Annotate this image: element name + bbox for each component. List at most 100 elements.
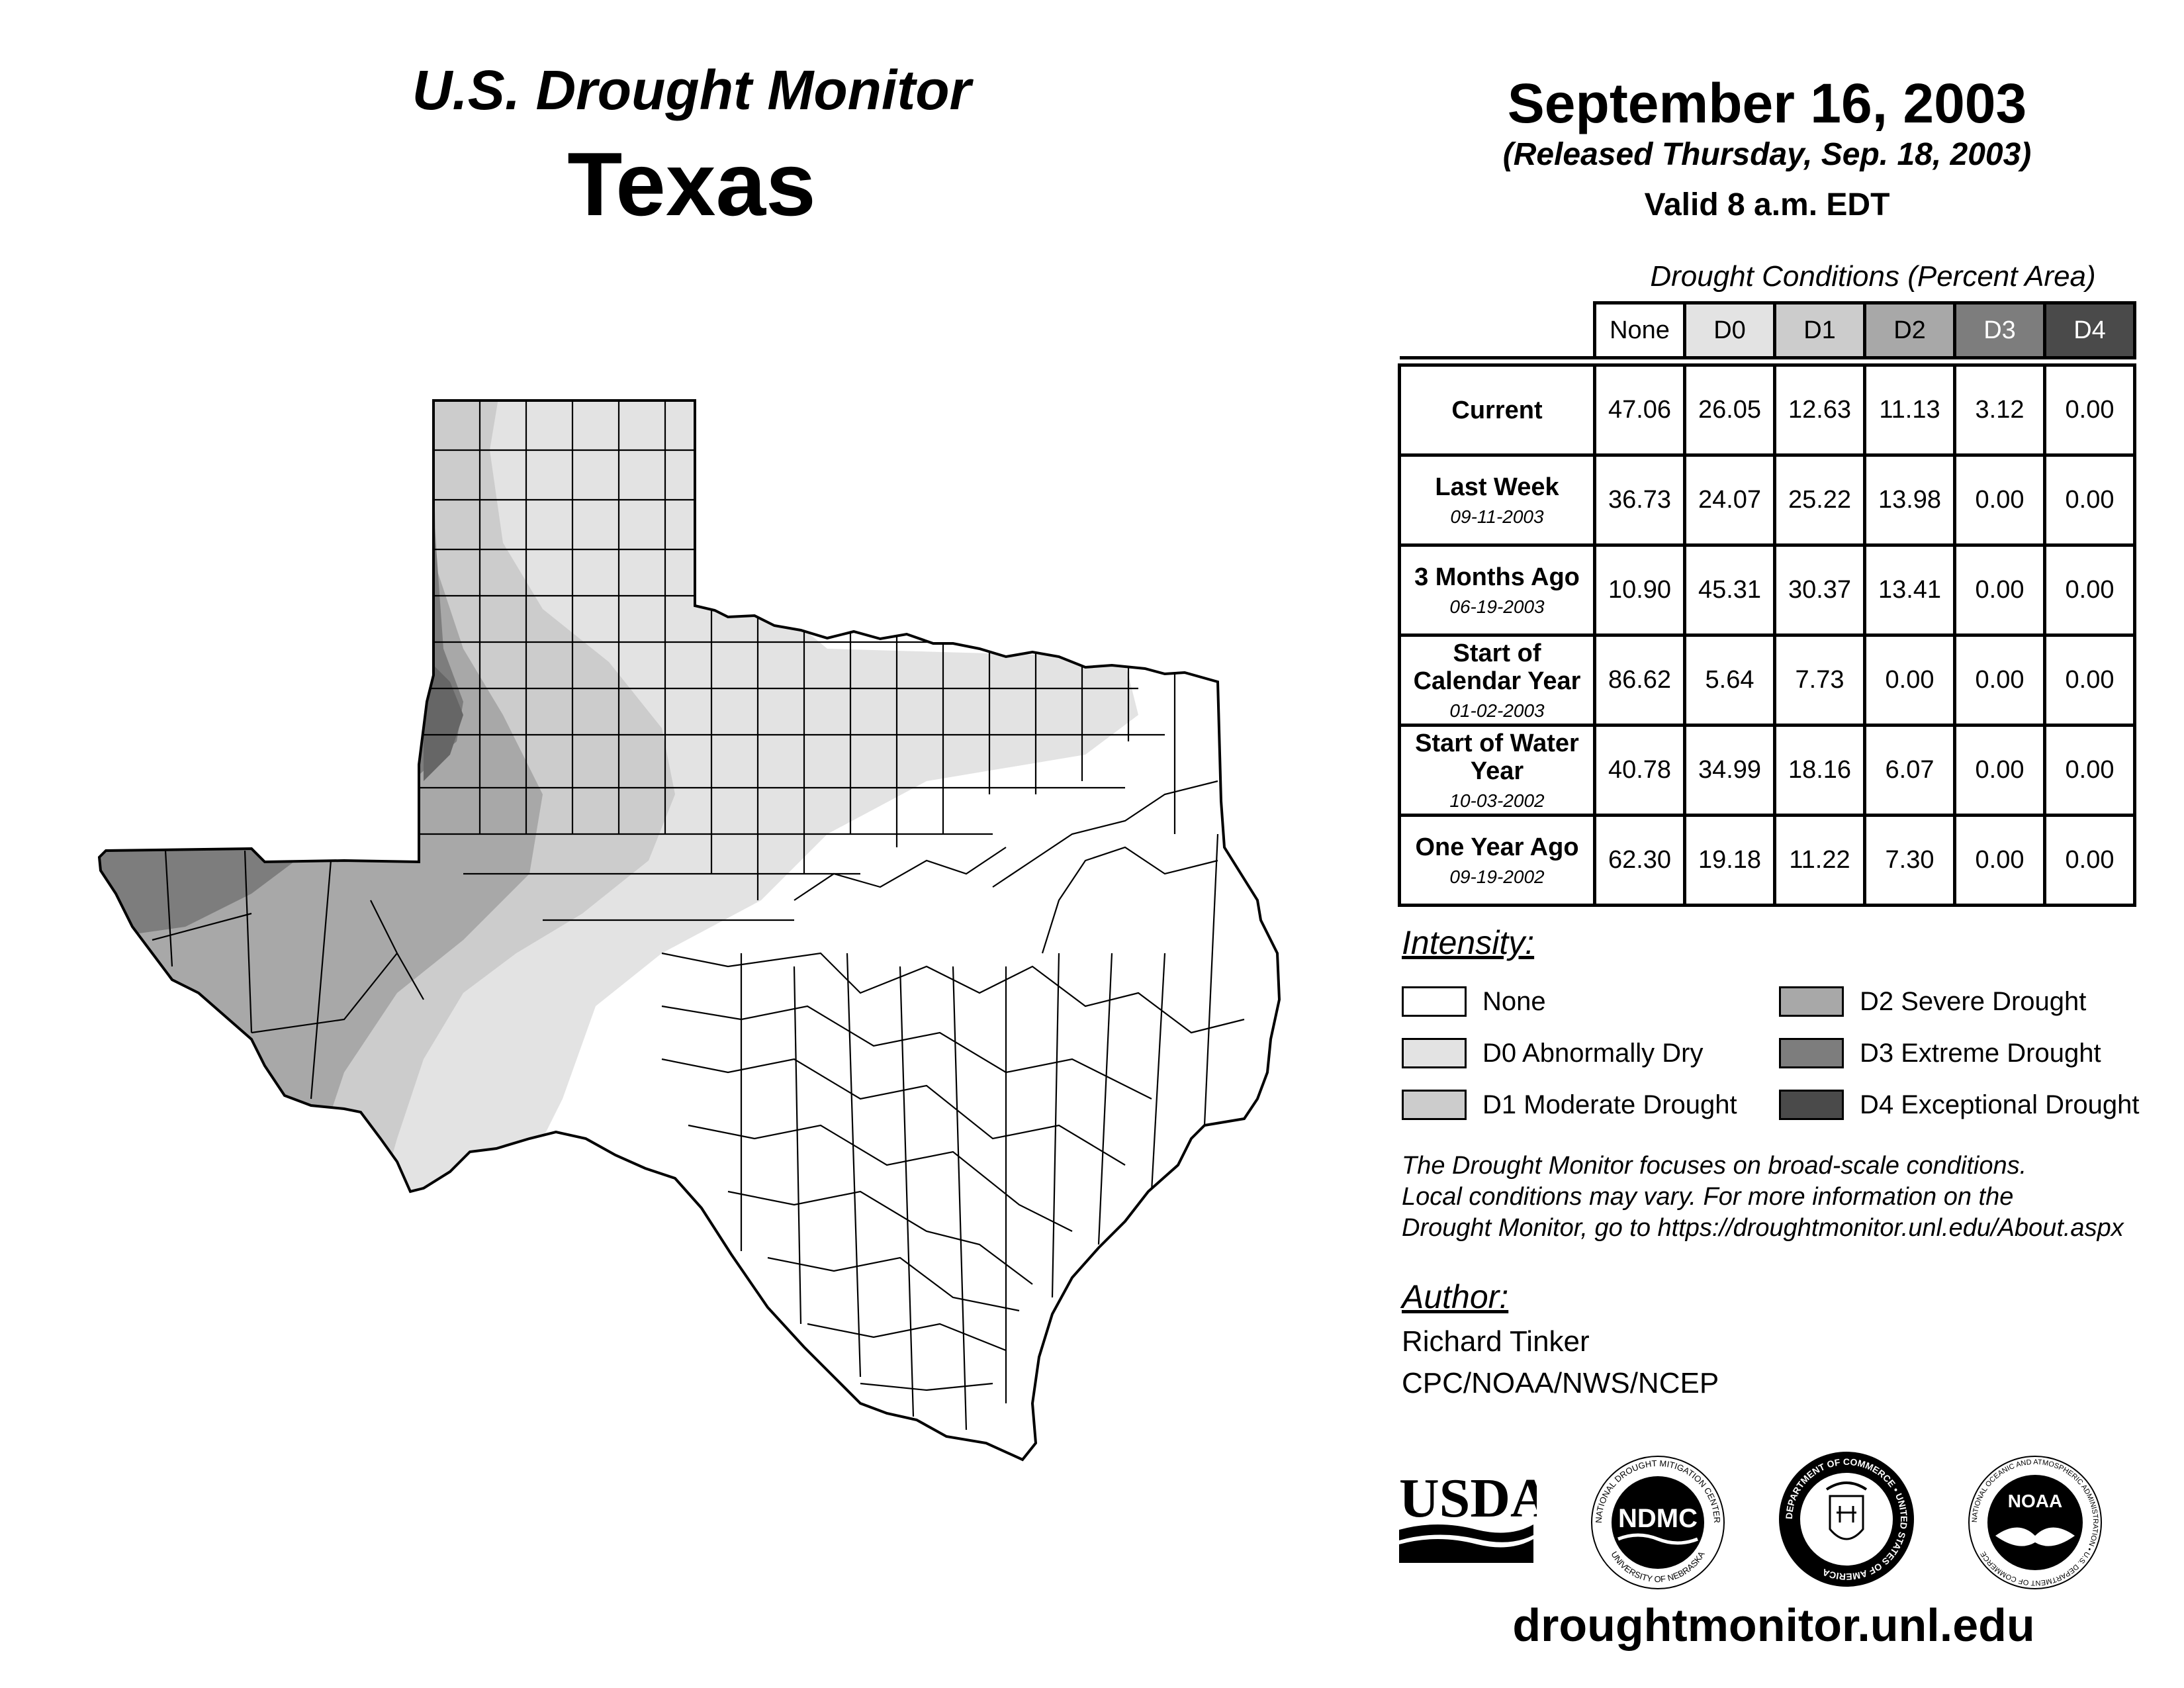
ndmc-logo-text: NDMC bbox=[1618, 1504, 1698, 1533]
drought-conditions-table: None D0 D1 D2 D3 D4 Current 47.06 26.05 12.… bbox=[1398, 301, 2136, 907]
legend-swatch-d4 bbox=[1779, 1090, 1844, 1120]
disclaimer-note: The Drought Monitor focuses on broad-sca… bbox=[1402, 1150, 2183, 1244]
table-cell: 11.13 bbox=[1863, 363, 1956, 457]
table-cell: 19.18 bbox=[1683, 814, 1776, 907]
ndmc-inner-disc bbox=[1612, 1476, 1704, 1569]
table-header-row: None D0 D1 D2 D3 D4 bbox=[1399, 301, 2136, 359]
doc-inner-disc bbox=[1800, 1473, 1893, 1566]
author-heading: Author: bbox=[1402, 1278, 1509, 1315]
doc-seal-logo: DEPARTMENT OF COMMERCE • UNITED STATES O… bbox=[1779, 1452, 1914, 1587]
row-label-cell: 3 Months Ago 06-19-2003 bbox=[1398, 543, 1596, 637]
author-org: CPC/NOAA/NWS/NCEP bbox=[1402, 1367, 1719, 1399]
row-date: 09-19-2002 bbox=[1449, 866, 1545, 887]
table-cell: 24.07 bbox=[1683, 453, 1776, 547]
legend-swatch-d3 bbox=[1779, 1038, 1844, 1068]
noaa-logo: NATIONAL OCEANIC AND ATMOSPHERIC ADMINIS… bbox=[1968, 1456, 2102, 1589]
row-label: 3 Months Ago bbox=[1414, 563, 1580, 591]
row-label-cell: Current bbox=[1398, 363, 1596, 457]
table-cell: 7.30 bbox=[1863, 814, 1956, 907]
row-label: Current bbox=[1451, 396, 1543, 424]
d3-core-area bbox=[424, 655, 463, 781]
note-line-2: Local conditions may vary. For more info… bbox=[1402, 1183, 2014, 1211]
table-gap-cell bbox=[1399, 356, 2135, 367]
row-label: One Year Ago bbox=[1415, 833, 1579, 861]
table-cell: 11.22 bbox=[1773, 814, 1866, 907]
table-cell: 0.00 bbox=[1953, 453, 2046, 547]
row-label: Start of Water Year bbox=[1415, 729, 1579, 785]
table-row: Start of Water Year 10-03-2002 40.78 34.99 1… bbox=[1398, 724, 2136, 817]
table-cell: 0.00 bbox=[2043, 633, 2136, 727]
col-header-d2: D2 bbox=[1863, 301, 1956, 359]
table-cell: 0.00 bbox=[2043, 543, 2136, 637]
row-label-cell: One Year Ago 09-19-2002 bbox=[1398, 814, 1596, 907]
doc-eagle-icon bbox=[1825, 1481, 1868, 1491]
table-cell: 13.41 bbox=[1863, 543, 1956, 637]
table-cell: 0.00 bbox=[2043, 453, 2136, 547]
legend-label-d3: D3 Extreme Drought bbox=[1860, 1038, 2101, 1068]
note-line-3: Drought Monitor, go to https://droughtmo… bbox=[1402, 1214, 2124, 1242]
table-row: Last Week 09-11-2003 36.73 24.07 25.22 13.98 0… bbox=[1398, 453, 2136, 547]
note-line-1: The Drought Monitor focuses on broad-sca… bbox=[1402, 1152, 2027, 1180]
table-cell: 13.98 bbox=[1863, 453, 1956, 547]
table-cell: 47.06 bbox=[1593, 363, 1686, 457]
table-cell: 0.00 bbox=[1953, 633, 2046, 727]
table-cell: 40.78 bbox=[1593, 724, 1686, 817]
legend-item-d3: D3 Extreme Drought bbox=[1779, 1036, 2101, 1070]
col-header-d0: D0 bbox=[1683, 301, 1776, 359]
map-date: September 16, 2003 bbox=[1507, 72, 2027, 134]
table-cell: 3.12 bbox=[1953, 363, 2046, 457]
row-date: 01-02-2003 bbox=[1449, 700, 1545, 721]
texas-drought-map bbox=[98, 399, 1281, 1461]
drought-shading bbox=[99, 400, 1279, 1460]
legend-swatch-d0 bbox=[1402, 1038, 1467, 1068]
table-cell: 25.22 bbox=[1773, 453, 1866, 547]
table-cell: 10.90 bbox=[1593, 543, 1686, 637]
table-caption: Drought Conditions (Percent Area) bbox=[1650, 260, 2096, 293]
table-cell: 5.64 bbox=[1683, 633, 1776, 727]
col-header-d4: D4 bbox=[2043, 301, 2136, 359]
intensity-heading: Intensity: bbox=[1402, 924, 1535, 961]
legend-item-d0: D0 Abnormally Dry bbox=[1402, 1036, 1703, 1070]
table-cell: 0.00 bbox=[2043, 814, 2136, 907]
legend-label-d4: D4 Exceptional Drought bbox=[1860, 1090, 2140, 1119]
map-title: U.S. Drought Monitor bbox=[412, 59, 972, 121]
table-cell: 6.07 bbox=[1863, 724, 1956, 817]
legend-item-d4: D4 Exceptional Drought bbox=[1779, 1088, 2139, 1122]
row-date: 06-19-2003 bbox=[1449, 596, 1545, 617]
table-row: 3 Months Ago 06-19-2003 10.90 45.31 30.37 13.… bbox=[1398, 543, 2136, 637]
col-header-d3: D3 bbox=[1953, 301, 2046, 359]
usda-logo-text: USDA bbox=[1399, 1468, 1537, 1529]
noaa-inner-disc bbox=[1987, 1475, 2083, 1570]
table-cell: 36.73 bbox=[1593, 453, 1686, 547]
legend-label-d0: D0 Abnormally Dry bbox=[1482, 1038, 1704, 1068]
legend-item-none: None bbox=[1402, 984, 1546, 1019]
author-name: Richard Tinker bbox=[1402, 1325, 1590, 1358]
table-cell: 0.00 bbox=[1953, 724, 2046, 817]
row-label-cell: Start of Water Year 10-03-2002 bbox=[1398, 724, 1596, 817]
legend-swatch-d1 bbox=[1402, 1090, 1467, 1120]
col-header-d1: D1 bbox=[1773, 301, 1866, 359]
row-label-cell: Start of Calendar Year 01-02-2003 bbox=[1398, 633, 1596, 727]
table-cell: 12.63 bbox=[1773, 363, 1866, 457]
usda-wave-2 bbox=[1399, 1539, 1533, 1563]
release-date: (Released Thursday, Sep. 18, 2003) bbox=[1502, 137, 2032, 172]
table-cell: 45.31 bbox=[1683, 543, 1776, 637]
noaa-bird-icon bbox=[1995, 1527, 2075, 1546]
county-lines bbox=[152, 400, 1245, 1430]
row-date: 10-03-2002 bbox=[1449, 790, 1545, 811]
table-body: Current 47.06 26.05 12.63 11.13 3.12 0.00 Last … bbox=[1398, 363, 2136, 907]
doc-ship-icon bbox=[1837, 1506, 1856, 1523]
doc-shield-icon bbox=[1829, 1495, 1864, 1540]
legend-item-d1: D1 Moderate Drought bbox=[1402, 1088, 1737, 1122]
legend-swatch-none bbox=[1402, 986, 1467, 1017]
table-row: Start of Calendar Year 01-02-2003 86.62 5.6… bbox=[1398, 633, 2136, 727]
col-header-none: None bbox=[1593, 301, 1686, 359]
noaa-logo-text: NOAA bbox=[2008, 1491, 2062, 1511]
table-cell: 18.16 bbox=[1773, 724, 1866, 817]
table-row: Current 47.06 26.05 12.63 11.13 3.12 0.00 bbox=[1398, 363, 2136, 457]
table-cell: 0.00 bbox=[1863, 633, 1956, 727]
ndmc-logo: NATIONAL DROUGHT MITIGATION CENTER UNIVE… bbox=[1591, 1456, 1725, 1589]
legend-label-d1: D1 Moderate Drought bbox=[1482, 1090, 1737, 1119]
table-cell: 0.00 bbox=[1953, 814, 2046, 907]
footer-url[interactable]: droughtmonitor.unl.edu bbox=[1512, 1599, 2035, 1651]
